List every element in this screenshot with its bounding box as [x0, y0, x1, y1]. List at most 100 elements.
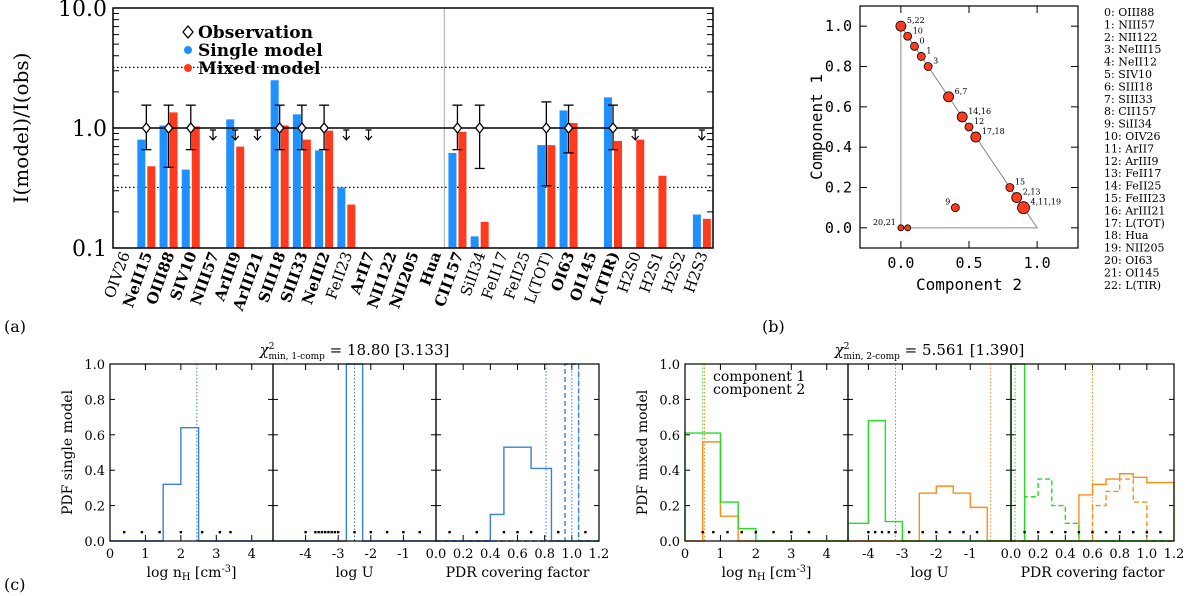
grid-sample-dot	[712, 530, 715, 534]
bar-mixed-OI63	[569, 123, 578, 248]
x-tick-label: 3	[212, 547, 220, 562]
key-entry: 7: SIII33	[1104, 93, 1153, 106]
x-tick-label: -1	[964, 547, 977, 562]
bar-single-SIII33	[292, 114, 301, 248]
x-tick-label: 0.2	[453, 547, 474, 562]
panel-c-single-model: χ2 min, 1-comp = 18.80 [3.133] PDF single …	[60, 341, 609, 583]
x-tick-label: 0.8	[1109, 547, 1130, 562]
grid-sample-dot	[1132, 530, 1135, 534]
scatter-point	[1011, 192, 1023, 203]
y-tick-label: 0.8	[825, 58, 852, 76]
bar-single-SIII18	[270, 80, 279, 249]
grid-sample-dot	[740, 530, 743, 534]
x-tick-label: 1.0	[1024, 254, 1051, 272]
scatter-point	[904, 224, 912, 232]
x-tick-label: 0	[106, 547, 114, 562]
key-entry: 21: OI145	[1104, 266, 1160, 279]
key-entry: 2: NII122	[1104, 31, 1158, 44]
observation-marker-SIV10	[185, 121, 196, 135]
y-tick-label: 0.6	[84, 429, 105, 444]
x-axis-label: log nH [cm-3]	[147, 564, 237, 583]
grid-sample-dot	[314, 530, 317, 534]
bar-single-OIII88	[159, 125, 168, 248]
x-axis-label: log U	[335, 565, 373, 581]
grid-sample-dot	[1036, 530, 1040, 534]
observation-marker-SIII18	[274, 121, 285, 135]
grid-sample-dot	[122, 530, 126, 534]
point-label: 20,21	[873, 218, 896, 227]
grid-sample-dot	[726, 530, 729, 534]
grid-sample-dot	[701, 530, 704, 534]
upper-limit-arrow-ArII7	[364, 129, 373, 141]
y-tick-label: 0.4	[659, 464, 680, 479]
x-tick-label: 0.0	[1001, 547, 1022, 562]
x-tick-label: -4	[299, 547, 312, 562]
grid-sample-dot	[229, 530, 232, 534]
grid-sample-dot	[323, 530, 327, 534]
key-entry: 6: SIII18	[1104, 80, 1153, 93]
scatter-point	[916, 52, 926, 61]
point-label: 5,22	[907, 16, 925, 25]
bar-single-H2S3	[692, 214, 701, 248]
key-entry: 17: L(TOT)	[1104, 217, 1165, 230]
grid-sample-dot	[1023, 530, 1026, 534]
x-tick-label: 0.0	[426, 547, 447, 562]
point-label: 0	[920, 36, 925, 45]
y-axis-label: PDF single model	[60, 389, 76, 515]
histogram-c1	[685, 441, 848, 542]
grid-sample-dot	[158, 530, 161, 534]
panel-c-mixed-model: χ2 min, 2-comp = 5.561 [1.390] PDF mixed m…	[635, 341, 1184, 583]
bar-single-CII157	[448, 152, 457, 248]
scatter-point	[897, 224, 905, 232]
scatter-point	[903, 31, 913, 41]
grid-sample-dot	[333, 530, 337, 534]
x-tick-label: 4	[823, 547, 831, 562]
legend-mixed-marker	[184, 64, 192, 72]
x-tick-label: 1.2	[1164, 547, 1185, 562]
grid-sample-dot	[907, 530, 911, 534]
grid-sample-dot	[385, 530, 389, 534]
x-tick-label: 0.2	[1028, 547, 1049, 562]
grid-sample-dot	[179, 530, 183, 534]
grid-sample-dot	[317, 530, 320, 534]
bar-mixed-FeII23	[347, 204, 356, 248]
y-tick-label: 0.2	[659, 500, 680, 515]
bar-single-SIV10	[181, 169, 190, 248]
bar-mixed-SiII34	[480, 221, 489, 248]
grid-sample-dot	[1145, 530, 1149, 534]
key-entry: 10: OIV26	[1104, 130, 1161, 143]
y-tick-label: 0.2	[825, 179, 852, 197]
grid-sample-dot	[529, 530, 533, 534]
x-tick-label: -1	[397, 547, 410, 562]
observation-marker-OI63	[563, 121, 574, 135]
grid-sample-dot	[448, 530, 451, 534]
grid-sample-dot	[200, 530, 204, 534]
subplot-frame	[109, 363, 274, 542]
point-label: 17,18	[982, 127, 1005, 136]
observation-marker-CII157	[452, 121, 463, 135]
x-tick-label: -4	[862, 547, 875, 562]
observation-marker-SiII34	[474, 121, 485, 135]
y-axis-label: PDF mixed model	[635, 389, 651, 515]
subplot-frame	[435, 363, 600, 542]
observation-marker-L(TOT)	[541, 121, 552, 135]
scatter-point	[910, 41, 919, 51]
x-tick-label: 2	[752, 547, 760, 562]
scatter-point	[950, 203, 960, 213]
point-label: 3	[933, 57, 938, 66]
x-tick-label: 0.4	[480, 547, 501, 562]
bar-mixed-NeIII2	[325, 130, 334, 248]
grid-sample-dot	[140, 530, 144, 534]
grid-sample-dot	[1091, 530, 1094, 534]
scatter-point	[970, 131, 982, 143]
key-entry: 5: SIV10	[1104, 68, 1152, 81]
key-entry: 3: NeIII15	[1104, 43, 1161, 56]
histogram-hist1	[436, 363, 599, 542]
observation-marker-OIII88	[163, 121, 174, 135]
observation-marker-SIII33	[297, 121, 307, 135]
legend-c1: component 1	[713, 369, 805, 385]
x-axis-label: log nH [cm-3]	[722, 564, 812, 583]
bar-single-NeIII2	[315, 150, 324, 248]
bar-mixed-H2S0	[636, 139, 645, 248]
grid-sample-dot	[867, 530, 870, 534]
